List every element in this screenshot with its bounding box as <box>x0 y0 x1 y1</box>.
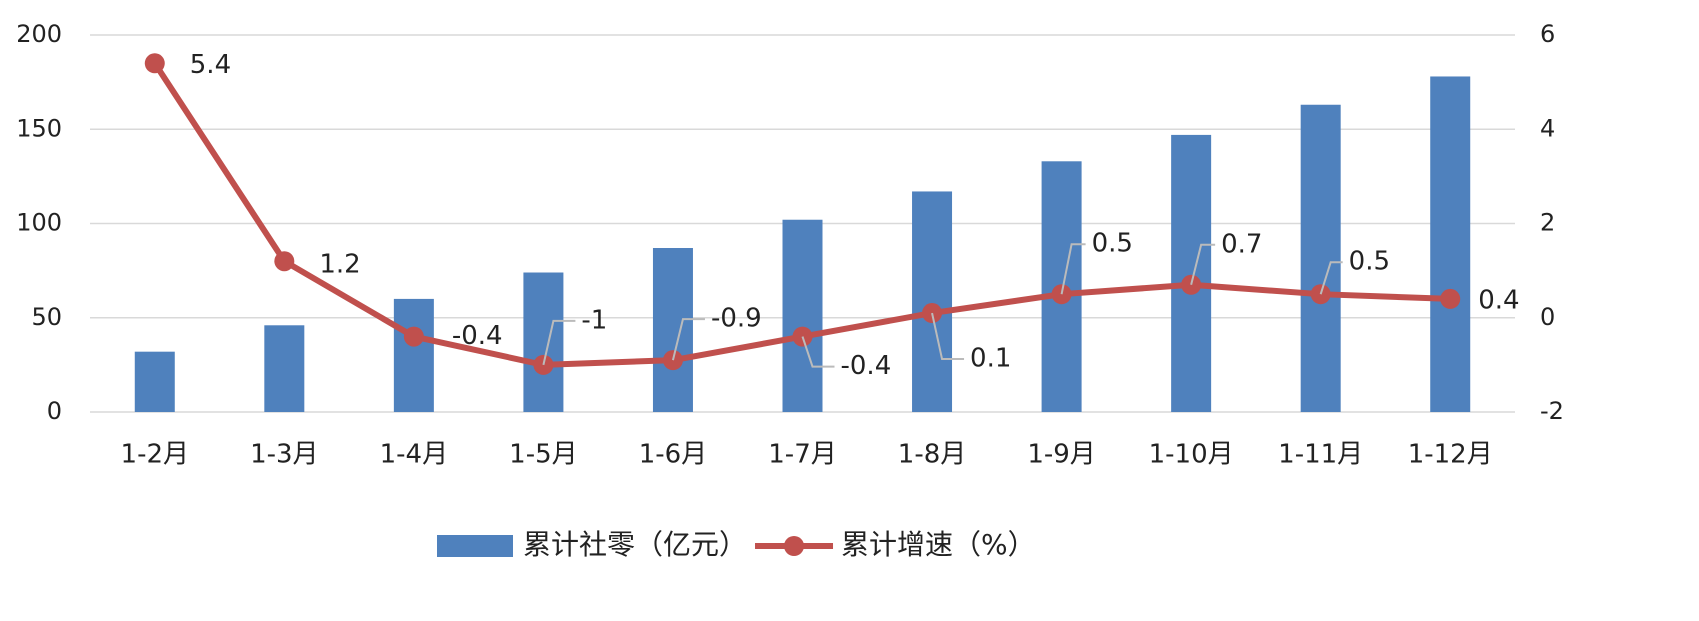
data-label: 1.2 <box>319 250 360 280</box>
bar <box>1171 134 1212 412</box>
y2-tick-label: 2 <box>1540 209 1555 237</box>
leader-line <box>542 319 576 366</box>
y-tick-label: 50 <box>31 303 62 331</box>
y-tick-label: 150 <box>16 114 62 142</box>
x-tick-label: 1-7月 <box>768 440 836 470</box>
line-point <box>403 326 424 347</box>
bar <box>393 298 434 412</box>
data-label: -0.4 <box>452 321 503 351</box>
legend-swatch <box>784 536 805 556</box>
leader-line <box>1319 261 1343 295</box>
x-tick-label: 1-3月 <box>250 440 318 470</box>
bar <box>1430 76 1471 412</box>
x-tick-label: 1-9月 <box>1027 440 1095 470</box>
bar <box>912 191 953 412</box>
bar <box>782 219 823 412</box>
x-tick-label: 1-10月 <box>1149 440 1234 470</box>
y2-tick-label: 4 <box>1540 114 1555 142</box>
y2-tick-label: 0 <box>1540 303 1555 331</box>
leader-line <box>1190 243 1216 286</box>
x-tick-label: 1-2月 <box>121 440 189 470</box>
leader-line <box>1060 243 1086 295</box>
x-tick-label: 1-5月 <box>509 440 577 470</box>
x-tick-label: 1-6月 <box>639 440 707 470</box>
legend-label: 累计社零（亿元） <box>523 528 747 561</box>
leader-line <box>931 312 965 361</box>
leader-line <box>801 336 835 368</box>
bar <box>1300 104 1341 413</box>
data-label: 0.4 <box>1478 285 1519 315</box>
data-label: 0.5 <box>1092 229 1133 259</box>
legend-label: 累计增速（%） <box>841 528 1036 561</box>
data-label: 5.4 <box>190 50 231 80</box>
y2-tick-label: 6 <box>1540 20 1555 48</box>
data-label: 0.5 <box>1349 247 1390 277</box>
data-label: 0.7 <box>1221 229 1262 259</box>
data-label: -0.4 <box>841 351 892 381</box>
y2-tick-label: -2 <box>1540 397 1564 425</box>
data-label: -0.9 <box>711 304 762 334</box>
y-tick-label: 100 <box>16 209 62 237</box>
y-tick-label: 0 <box>47 397 62 425</box>
leader-line <box>671 318 705 361</box>
y-tick-label: 200 <box>16 20 62 48</box>
legend-swatch <box>437 535 513 557</box>
bar <box>652 248 693 412</box>
bar <box>523 272 564 412</box>
x-tick-label: 1-11月 <box>1278 440 1363 470</box>
line-point <box>274 251 295 272</box>
x-tick-label: 1-12月 <box>1408 440 1493 470</box>
line-point <box>1440 288 1461 309</box>
data-label: -1 <box>581 305 607 335</box>
data-label: 0.1 <box>970 344 1011 374</box>
line-point <box>144 53 165 74</box>
x-tick-label: 1-8月 <box>898 440 966 470</box>
x-tick-label: 1-4月 <box>380 440 448 470</box>
bar <box>264 325 305 412</box>
bar <box>134 351 175 412</box>
